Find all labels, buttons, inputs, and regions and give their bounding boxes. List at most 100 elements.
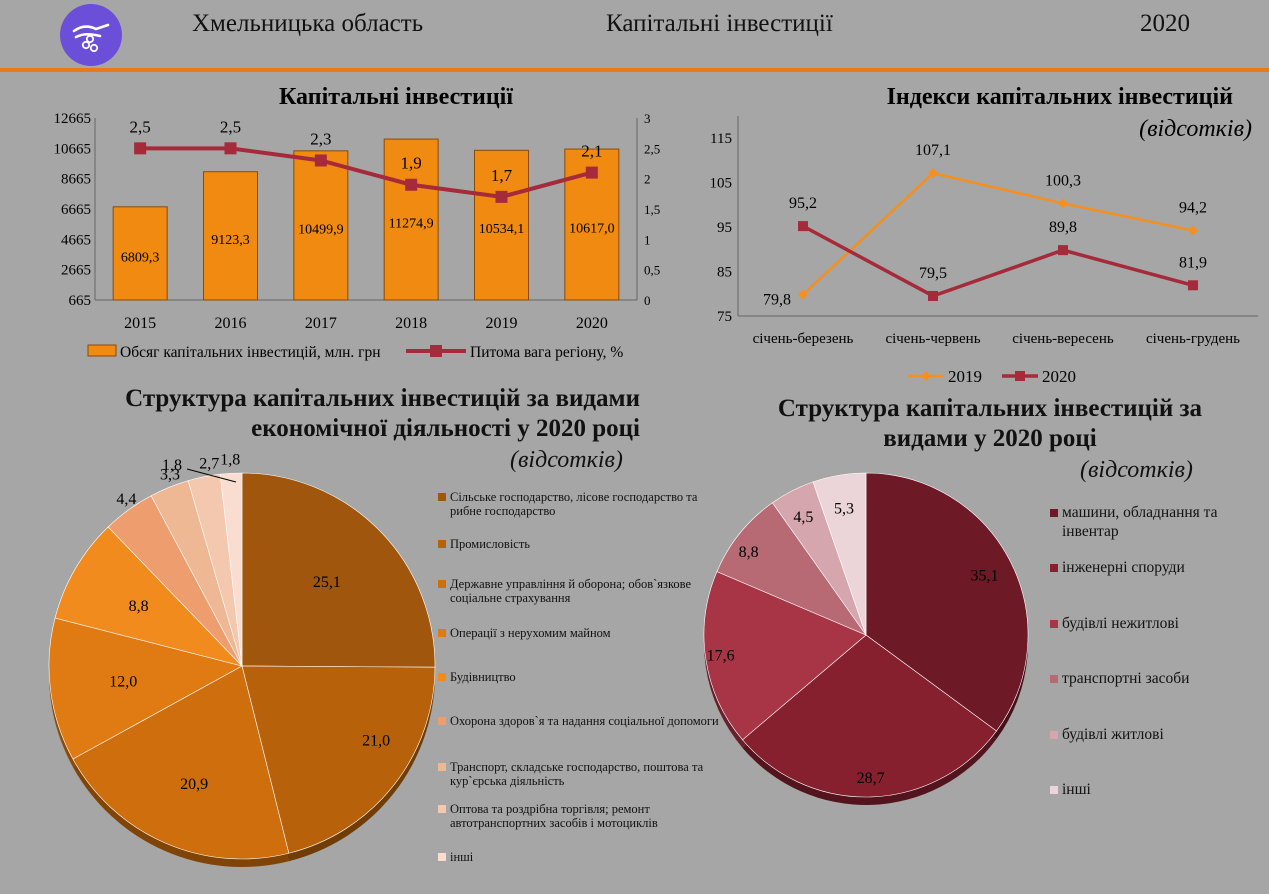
series-line-2020: [802, 224, 1194, 298]
callout-line: [186, 468, 237, 483]
slice-value-label: 35,1: [971, 567, 999, 584]
legend-label: Будівництво: [450, 670, 516, 684]
legend-item: будівлі житлові: [1050, 725, 1260, 744]
slice-3: [48, 617, 243, 760]
share-point-2017: [314, 154, 327, 167]
slice-0: [241, 472, 436, 668]
share-value-label: 1,9: [401, 154, 422, 173]
y-right-tick-label: 0: [644, 293, 651, 308]
slice-value-label-callout: 1,8: [162, 457, 182, 474]
legend-item: Промисловість: [438, 537, 728, 551]
legend-item: Оптова та роздрібна торгівля; ремонт авт…: [438, 802, 728, 830]
bar-value-label: 6809,3: [121, 250, 160, 265]
legend-label: інженерні споруди: [1062, 559, 1185, 576]
x-tick-label: січень-червень: [885, 331, 980, 347]
legend-item: машини, обладнання та інвентар: [1050, 503, 1260, 541]
y-tick-label: 75: [717, 309, 732, 325]
y-tick-label: 105: [710, 176, 733, 192]
legend-label-share: Питома вага регіону, %: [470, 344, 623, 361]
point-2019-2: [1058, 198, 1068, 209]
region-name: Хмельницька область: [192, 10, 424, 37]
bar-2019: [474, 149, 529, 301]
legend-swatch: [1050, 509, 1058, 517]
legend-swatch: [1050, 786, 1058, 794]
slice-value-label: 12,0: [109, 673, 137, 690]
slice-1: [742, 634, 997, 798]
legend-label: Державне управління й оборона; обов`язко…: [450, 577, 692, 605]
x-tick-label: 2017: [305, 315, 337, 332]
legend-item: Охорона здоров`я та надання соціальної д…: [438, 714, 728, 728]
bar-2017: [293, 150, 349, 301]
legend-swatch: [1050, 675, 1058, 683]
bar-value-label: 10534,1: [479, 222, 525, 237]
logo: [60, 4, 122, 66]
legend-item: Будівництво: [438, 670, 728, 684]
y-right-tick-label: 1: [644, 232, 651, 247]
legend-label-2019: 2019: [948, 367, 982, 386]
y-left-tick-label: 2665: [61, 263, 91, 279]
legend-label: транспортні засоби: [1062, 670, 1190, 687]
share-value-label: 1,7: [491, 166, 513, 185]
share-value-label: 2,3: [310, 129, 331, 148]
legend-swatch: [438, 805, 446, 813]
x-tick-label: січень-грудень: [1146, 331, 1240, 347]
point-2020-2: [1058, 245, 1068, 256]
chart-units: (відсотків): [1139, 116, 1252, 142]
slice-value-label: 4,4: [116, 491, 136, 508]
slice-2: [72, 665, 290, 860]
y-left-tick-label: 665: [69, 293, 92, 309]
bar-value-label: 10617,0: [569, 222, 615, 237]
y-left-tick-label: 4665: [61, 232, 91, 248]
slice-value-label: 8,8: [129, 598, 149, 615]
bar-2015: [112, 206, 168, 301]
investment-volume-chart: Капітальні інвестиції 665 2665 4665 6665 8665…: [54, 84, 661, 361]
legend-marker-share: [430, 345, 442, 357]
y-tick-label: 85: [717, 265, 732, 281]
chart-title: Індекси капітальних інвестицій: [887, 84, 1234, 110]
share-point-2016: [224, 142, 237, 155]
point-2019-3: [1188, 225, 1198, 236]
legend-label: будівлі житлові: [1062, 726, 1164, 743]
legend-swatch: [438, 493, 446, 501]
legend-label: Охорона здоров`я та надання соціальної д…: [450, 714, 719, 728]
legend-swatch: [1050, 731, 1058, 739]
legend-item: Операції з нерухомим майном: [438, 626, 728, 640]
legend-swatch: [438, 540, 446, 548]
x-tick-label: 2019: [486, 315, 518, 332]
point-2020-1: [928, 290, 938, 301]
legend-marker-2019: [921, 371, 931, 381]
legend-label: інші: [450, 850, 474, 864]
y-left-tick-label: 8665: [61, 172, 91, 188]
share-line: [140, 146, 593, 199]
slice-0: [865, 472, 1029, 732]
point-value-label: 79,8: [763, 292, 791, 309]
x-tick-label: січень-вересень: [1012, 331, 1114, 347]
legend-swatch-bars: [87, 344, 117, 357]
slice-value-label: 21,0: [362, 732, 390, 749]
point-2020-3: [1188, 280, 1198, 291]
share-value-label: 2,1: [581, 142, 602, 161]
legend-label: Операції з нерухомим майном: [450, 626, 611, 640]
pie2-title: Структура капітальних інвестицій за вида…: [777, 395, 1203, 452]
legend-swatch: [438, 717, 446, 725]
point-value-label: 81,9: [1179, 254, 1207, 271]
pie1-title: Структура капітальних інвестицій за вида…: [125, 385, 640, 442]
legend-item: будівлі нежитлові: [1050, 614, 1260, 633]
legend-item: інші: [438, 850, 728, 864]
legend-swatch: [1050, 620, 1058, 628]
share-value-label: 2,5: [130, 117, 151, 136]
legend-label: Промисловість: [450, 537, 531, 551]
slice-value-label: 3,3: [160, 467, 180, 484]
share-point-2019: [495, 190, 508, 203]
point-2019-1: [928, 168, 938, 179]
y-tick-label: 95: [717, 220, 732, 236]
legend-swatch: [438, 673, 446, 681]
slice-value-label: 2,7: [199, 455, 219, 472]
legend-label: інші: [1062, 781, 1091, 798]
legend-label: Сільське господарство, лісове господарст…: [450, 490, 698, 518]
slice-value-label: 4,5: [793, 509, 813, 526]
header: Хмельницька область Капітальні інвестиці…: [0, 0, 1269, 72]
slice-3: [716, 502, 867, 636]
y-right-tick-label: 1,5: [644, 202, 660, 217]
share-point-2015: [134, 142, 147, 155]
